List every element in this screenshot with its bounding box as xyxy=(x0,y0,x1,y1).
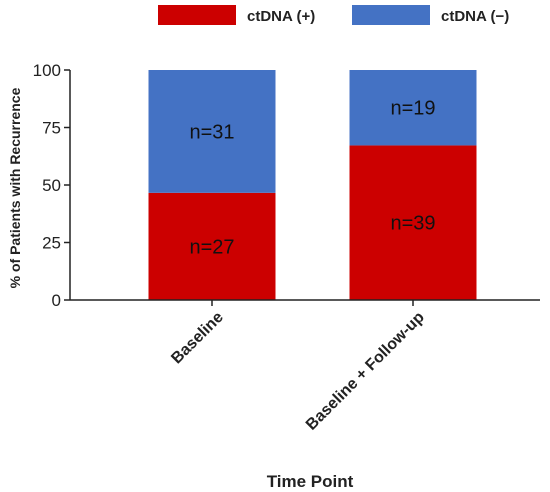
data-label: n=31 xyxy=(189,121,234,143)
bars: n=27 n=31 n=39 n=19 xyxy=(148,70,477,300)
y-tick-label: 0 xyxy=(52,291,61,310)
bar-segment xyxy=(148,192,276,300)
y-axis-title: % of Patients with Recurrence xyxy=(7,87,23,288)
y-axis: 0 25 50 75 100 xyxy=(33,61,71,310)
data-label: n=19 xyxy=(390,98,435,120)
y-tick-label: 25 xyxy=(42,234,61,253)
x-tick-label: Baseline xyxy=(168,309,227,368)
legend-swatch xyxy=(352,5,430,25)
bar-segment xyxy=(148,70,276,193)
y-tick-label: 50 xyxy=(42,176,61,195)
y-tick-label: 100 xyxy=(33,61,61,80)
x-axis: Baseline Baseline + Follow-up xyxy=(70,299,540,434)
data-label: n=39 xyxy=(390,213,435,235)
y-tick-label: 75 xyxy=(42,119,61,138)
legend-label: ctDNA (−) xyxy=(441,8,509,25)
data-label: n=27 xyxy=(189,236,234,258)
legend-label: ctDNA (+) xyxy=(247,8,315,25)
x-axis-title: Time Point xyxy=(267,472,354,491)
legend-swatch xyxy=(158,5,236,25)
bar-segment xyxy=(349,145,477,300)
legend: ctDNA (+) ctDNA (−) xyxy=(158,5,509,25)
bar-segment xyxy=(349,70,477,146)
x-tick-label: Baseline + Follow-up xyxy=(303,309,428,434)
